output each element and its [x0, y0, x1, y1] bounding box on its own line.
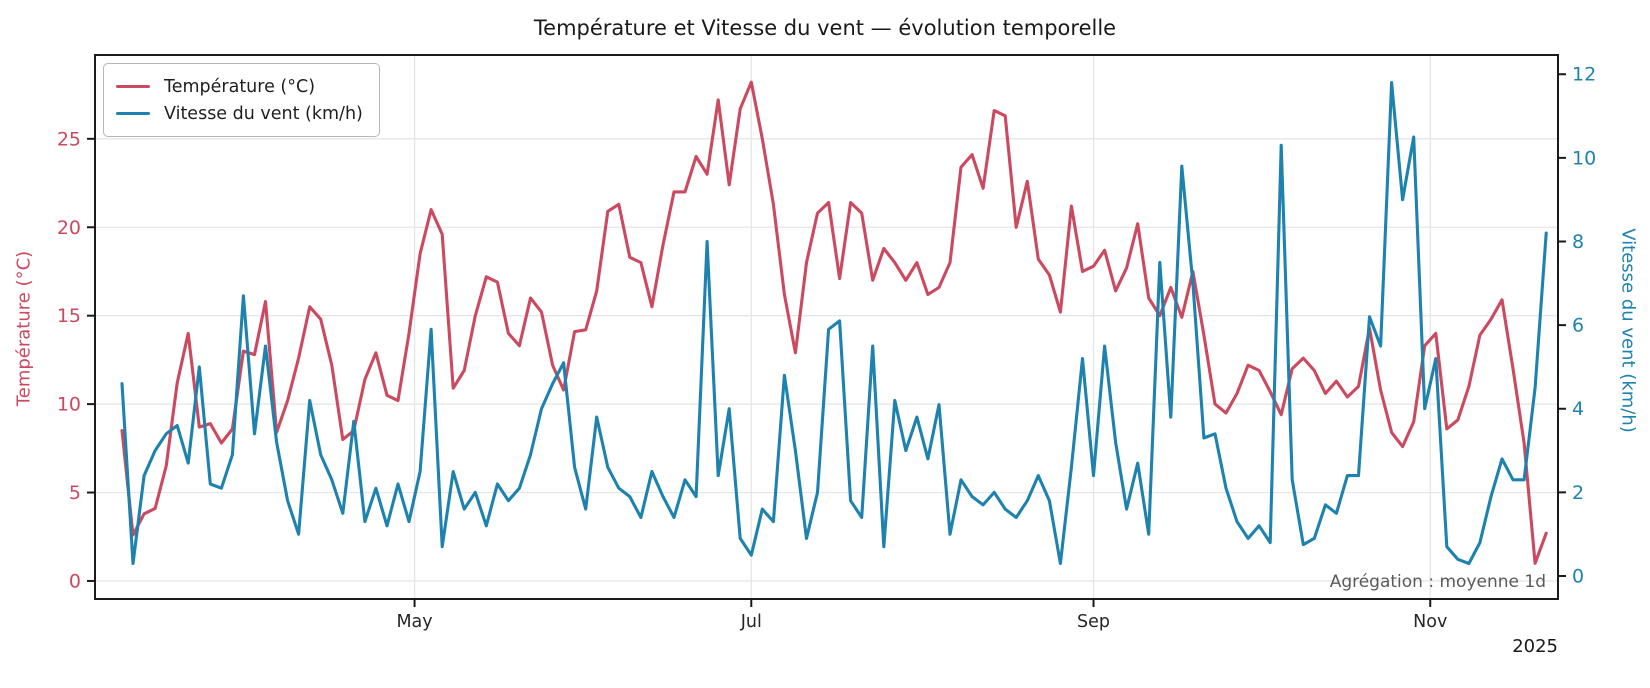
- y-right-tick-label: 8: [1572, 231, 1584, 253]
- left-axis-title: Température (°C): [13, 250, 35, 407]
- temperature-line-swatch: [116, 84, 150, 89]
- y-left-tick-label: 10: [57, 394, 81, 416]
- chart-title: Température et Vitesse du vent — évoluti…: [533, 16, 1117, 40]
- y-right-tick-label: 4: [1572, 398, 1584, 420]
- y-left-tick-label: 25: [57, 128, 81, 150]
- wind-line-swatch: [116, 111, 150, 116]
- legend-item-wind: Vitesse du vent (km/h): [116, 100, 363, 127]
- y-left-tick-label: 20: [57, 217, 81, 239]
- y-right-tick-label: 0: [1572, 566, 1584, 588]
- temperature-line: [120, 80, 1548, 565]
- axes-spines: [94, 54, 1559, 600]
- x-tick-label: Jul: [740, 612, 762, 632]
- aggregation-annotation: Agrégation : moyenne 1d: [1329, 572, 1546, 592]
- wind-speed-line: [120, 81, 1548, 566]
- legend-label-wind: Vitesse du vent (km/h): [164, 103, 363, 124]
- legend-item-temperature: Température (°C): [116, 73, 363, 100]
- y-right-tick-label: 10: [1572, 147, 1596, 169]
- right-axis-title: Vitesse du vent (km/h): [1617, 228, 1639, 433]
- y-left-tick-label: 0: [69, 570, 81, 592]
- y-left-tick-label: 15: [57, 305, 81, 327]
- x-tick-label: Nov: [1413, 612, 1447, 632]
- y-right-tick-label: 6: [1572, 315, 1584, 337]
- y-right-tick-label: 2: [1572, 482, 1584, 504]
- x-tick-label: Sep: [1077, 612, 1110, 632]
- x-axis-year-label: 2025: [1512, 636, 1558, 657]
- legend-box: Température (°C) Vitesse du vent (km/h): [103, 63, 380, 137]
- y-right-tick-label: 12: [1572, 64, 1596, 86]
- y-left-tick-label: 5: [69, 482, 81, 504]
- x-tick-label: May: [396, 612, 432, 632]
- legend-label-temperature: Température (°C): [164, 76, 316, 97]
